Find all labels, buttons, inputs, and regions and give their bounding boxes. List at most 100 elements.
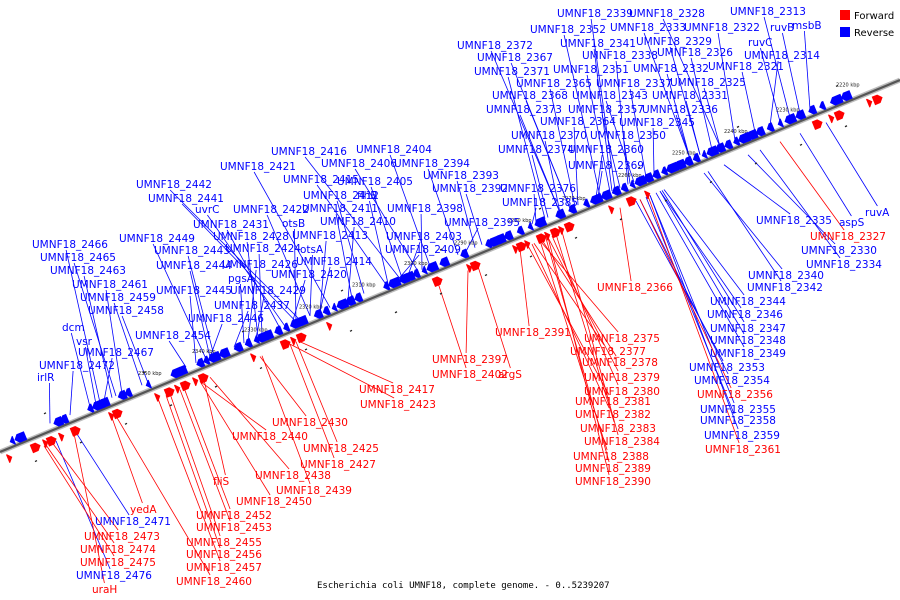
reverse-gene-label: UMNF18_2458 (88, 305, 164, 317)
forward-gene-leader (437, 282, 467, 369)
forward-gene-label: UMNF18_2475 (80, 557, 156, 569)
forward-gene (279, 339, 291, 350)
reverse-gene-leader (595, 154, 603, 198)
forward-gene (250, 353, 257, 363)
genome-axis (0, 77, 900, 455)
forward-gene (608, 205, 615, 215)
reverse-gene-label: UMNF18_2347 (710, 323, 786, 335)
reverse-gene-label: UMNF18_2340 (748, 270, 824, 282)
reverse-gene-label: msbB (792, 20, 822, 32)
reverse-gene-leader (189, 270, 211, 358)
legend-reverse-swatch (840, 27, 850, 37)
reverse-gene-leader (649, 195, 735, 404)
forward-gene (512, 245, 519, 254)
forward-gene-leader (183, 387, 231, 510)
forward-gene-leader (157, 398, 221, 562)
feature-mark (538, 207, 542, 210)
reverse-gene-label: UMNF18_2472 (39, 360, 115, 372)
reverse-gene (354, 292, 364, 303)
forward-gene-leader (73, 433, 105, 584)
forward-gene-label: UMNF18_2450 (236, 496, 312, 508)
reverse-gene (819, 100, 827, 110)
reverse-gene (283, 322, 291, 332)
reverse-gene-leader (233, 310, 249, 348)
forward-gene-leader (647, 196, 740, 444)
feature-mark (43, 412, 47, 415)
feature-mark (664, 199, 668, 202)
reverse-gene (412, 268, 421, 278)
reverse-gene-label: UMNF18_2459 (80, 292, 156, 304)
reverse-gene-label: UMNF18_2415 (283, 174, 359, 186)
legend-forward-swatch (840, 10, 850, 20)
reverse-gene-leader (83, 275, 113, 398)
forward-gene-label: UMNF18_2356 (697, 389, 773, 401)
axis-tick-label: 2260 kbp (618, 173, 642, 179)
reverse-gene-label: UMNF18_2322 (684, 22, 760, 34)
forward-gene-leader (555, 234, 615, 423)
reverse-gene (313, 308, 324, 319)
reverse-gene (568, 203, 578, 214)
reverse-gene (439, 256, 451, 267)
forward-gene (431, 276, 443, 287)
reverse-gene-leader (258, 253, 263, 336)
reverse-gene-label: UMNF18_2463 (50, 265, 126, 277)
forward-gene (828, 114, 835, 124)
reverse-gene-leader (255, 295, 265, 339)
forward-gene-label: UMNF18_2388 (573, 451, 649, 463)
reverse-gene-leader (246, 241, 259, 338)
reverse-gene-label: UMNF18_2373 (486, 104, 562, 116)
forward-gene (154, 393, 161, 402)
reverse-gene-label: UMNF18_2337 (596, 78, 672, 90)
reverse-gene-leader (113, 302, 143, 386)
reverse-gene (263, 329, 275, 340)
reverse-gene-label: UMNF18_2421 (220, 161, 296, 173)
feature-mark (484, 273, 488, 277)
reverse-gene-leader (70, 332, 91, 407)
axis-tick-labels: 2220 kbp 2230 kbp 2240 kbp 2250 kbp 2260 kbp… (138, 83, 860, 378)
reverse-gene (345, 295, 357, 306)
reverse-gene-label: otsB (282, 218, 305, 230)
reverse-gene-leader (769, 60, 779, 126)
reverse-gene-label: UMNF18_2446 (188, 313, 264, 325)
reverse-gene-label: UMNF18_2369 (568, 160, 644, 172)
forward-gene-leader (561, 231, 619, 436)
feature-mark (34, 459, 38, 463)
axis-tick-label: 2320 kbp (299, 305, 323, 311)
forward-gene (625, 196, 637, 207)
reverse-gene-label: UMNF18_2346 (707, 309, 783, 321)
reverse-gene-label: UMNF18_2445 (156, 285, 232, 297)
reverse-gene-leader (662, 18, 721, 147)
reverse-gene (590, 193, 604, 205)
forward-gene-label: argS (498, 369, 522, 381)
forward-gene-label: UMNF18_2438 (255, 470, 331, 482)
reverse-gene-label: UMNF18_2354 (694, 375, 770, 387)
feature-mark (736, 125, 740, 128)
reverse-gene (9, 435, 16, 445)
reverse-gene-leader (703, 87, 721, 147)
reverse-gene-label: ruvA (865, 207, 890, 219)
reverse-gene-leader (659, 190, 742, 309)
forward-gene-label: UMNF18_2455 (186, 537, 262, 549)
reverse-gene-label: irlR (37, 372, 54, 384)
forward-gene-leader (519, 249, 530, 327)
reverse-gene-leader (605, 100, 635, 183)
reverse-gene-label: UMNF18_2461 (72, 279, 148, 291)
reverse-gene-leader (703, 172, 783, 270)
axis-tick-label: 2330 kbp (244, 327, 268, 333)
forward-gene-leader-lines (43, 141, 845, 584)
forward-gene-label: UMNF18_2397 (432, 354, 508, 366)
forward-gene-label: UMNF18_2375 (584, 333, 660, 345)
reverse-gene-leader (586, 74, 611, 192)
reverse-gene-leader (209, 323, 223, 358)
reverse-gene-leader (760, 47, 781, 122)
forward-gene-label: UMNF18_2440 (232, 431, 308, 443)
reverse-gene (527, 221, 534, 231)
axis-tick-label: 2350 kbp (138, 371, 162, 377)
reverse-gene-leader (240, 283, 245, 344)
reverse-gene (661, 166, 669, 176)
reverse-gene-leader (168, 340, 187, 368)
reverse-gene-leader (661, 190, 745, 323)
reverse-gene-label: UMNF18_2449 (119, 233, 195, 245)
feature-mark (124, 422, 128, 425)
reverse-gene-leader (389, 154, 431, 267)
